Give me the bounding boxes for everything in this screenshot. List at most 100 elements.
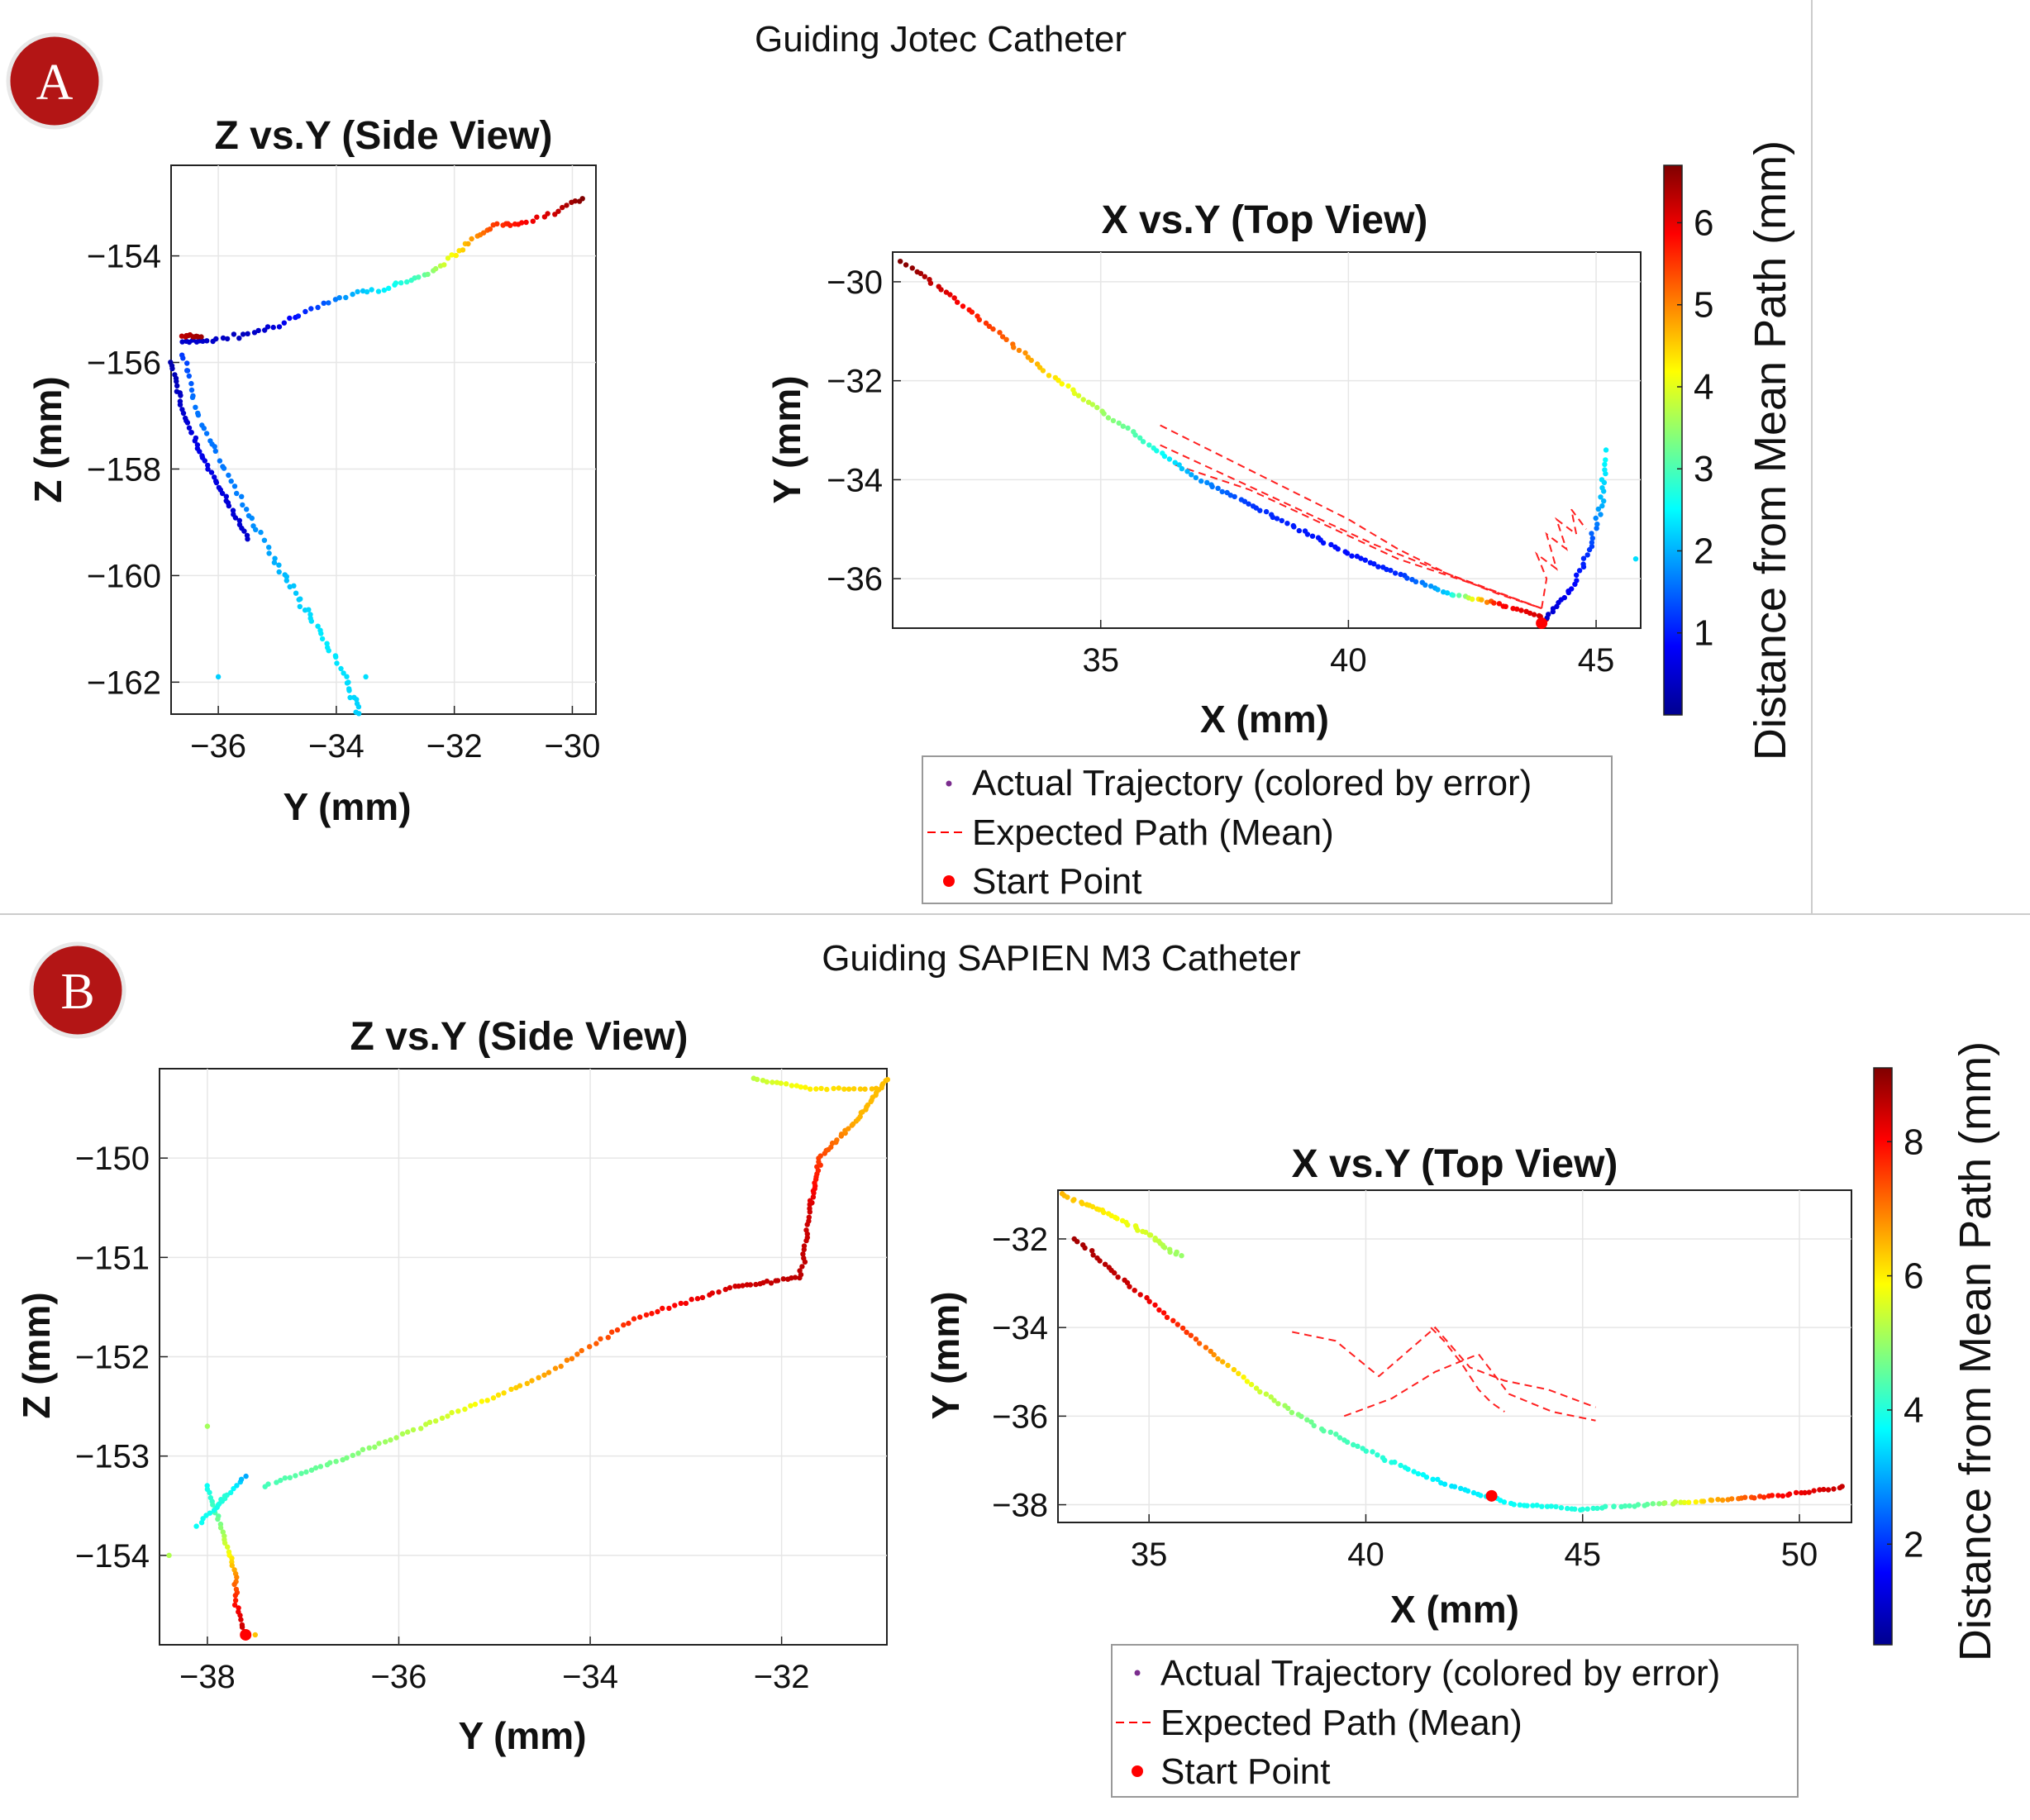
- trajectory-point: [1241, 1375, 1246, 1380]
- trajectory-point: [1271, 1398, 1277, 1403]
- y-tick-label: −154: [75, 1538, 150, 1575]
- badge-a-letter: A: [36, 55, 74, 111]
- y-tick-label: −32: [827, 364, 883, 400]
- trajectory-point: [699, 1294, 706, 1301]
- trajectory-point: [1102, 1261, 1108, 1267]
- actual-trajectory-marker: [1134, 1670, 1141, 1676]
- trajectory-point: [1140, 439, 1146, 445]
- trajectory-point: [1304, 1417, 1310, 1423]
- trajectory-point: [230, 507, 236, 513]
- trajectory-point: [824, 1086, 830, 1093]
- trajectory-point: [261, 537, 268, 543]
- trajectory-point: [180, 355, 186, 361]
- trajectory-point: [955, 299, 960, 305]
- top-view-plot-b: 35 40 45 50 −32−34−36−38 X vs.Y (Top View) …: [924, 1142, 1852, 1631]
- trajectory-point: [808, 1086, 813, 1092]
- trajectory-point: [798, 1084, 804, 1090]
- trajectory-point: [1708, 1498, 1715, 1503]
- expected-path-line: [1534, 508, 1587, 609]
- trajectory-point: [740, 1283, 746, 1289]
- trajectory-point: [1161, 1245, 1168, 1251]
- colorbar-tick-label: 5: [1694, 285, 1713, 326]
- trajectory-point: [236, 517, 242, 523]
- legend-expected: Expected Path (Mean): [1160, 1703, 1522, 1743]
- x-tick-labels: −36 −34 −32 −30: [190, 728, 600, 765]
- plot-title: X vs.Y (Top View): [1292, 1142, 1618, 1186]
- trajectory-point: [1152, 1302, 1158, 1308]
- plot-area: [170, 164, 597, 715]
- trajectory-point: [344, 674, 350, 679]
- trajectory-point: [228, 1489, 234, 1496]
- y-tick-label: −150: [75, 1141, 150, 1177]
- trajectory-point: [315, 623, 321, 629]
- x-tick-label: 45: [1578, 642, 1615, 679]
- trajectory-point: [501, 1390, 507, 1396]
- trajectory-point: [298, 596, 303, 602]
- trajectory-point: [517, 1383, 523, 1389]
- trajectory-point: [1392, 1459, 1398, 1465]
- trajectory-point: [231, 1602, 238, 1608]
- trajectory-point: [276, 324, 283, 330]
- trajectory-point: [245, 331, 250, 336]
- trajectory-point: [241, 528, 247, 534]
- y-tick-label: −34: [827, 462, 883, 498]
- trajectory-point: [479, 1398, 485, 1404]
- legend-a: Actual Trajectory (colored by error) Exp…: [922, 755, 1613, 904]
- trajectory-point: [555, 208, 561, 214]
- trajectory-point: [678, 1300, 684, 1307]
- trajectory-point: [1422, 582, 1428, 588]
- trajectory-point: [1757, 1494, 1763, 1499]
- trajectory-point: [976, 317, 983, 323]
- trajectory-point: [1146, 442, 1152, 448]
- trajectory-point: [523, 219, 529, 226]
- trajectory-point: [487, 226, 493, 232]
- trajectory-point: [1839, 1484, 1845, 1489]
- trajectory-point: [862, 1086, 868, 1092]
- trajectory-point: [234, 490, 240, 497]
- trajectory-point: [1465, 1488, 1471, 1494]
- trajectory-point: [1398, 1462, 1403, 1469]
- trajectory-point: [251, 330, 258, 336]
- trajectory-point: [239, 1624, 245, 1630]
- plot-title: Z vs.Y (Side View): [350, 1015, 688, 1059]
- trajectory-point: [1094, 404, 1100, 411]
- trajectory-point: [1496, 601, 1503, 607]
- trajectory-point: [558, 1363, 564, 1370]
- trajectory-point: [807, 1198, 813, 1203]
- trajectory-point: [508, 222, 513, 228]
- trajectory-point: [355, 288, 360, 295]
- trajectory-point: [205, 462, 211, 469]
- trajectory-point: [873, 1085, 879, 1092]
- trajectory-point: [1530, 1503, 1536, 1508]
- trajectory-point: [1040, 368, 1046, 374]
- trajectory-point: [1693, 1499, 1699, 1505]
- start-point-marker: [943, 875, 955, 887]
- trajectory-point: [1328, 541, 1334, 548]
- trajectory-point: [495, 1392, 502, 1398]
- trajectory-point: [1780, 1493, 1786, 1499]
- trajectory-point: [245, 536, 250, 542]
- trajectory-point: [846, 1086, 852, 1092]
- trajectory-point: [1320, 540, 1327, 546]
- trajectory-points: [166, 1075, 891, 1641]
- trajectory-point: [255, 327, 261, 334]
- trajectory-point: [393, 280, 399, 286]
- trajectory-point: [1435, 1476, 1441, 1483]
- trajectory-point: [986, 323, 993, 329]
- trajectory-point: [1544, 1503, 1551, 1509]
- trajectory-point: [841, 1086, 847, 1092]
- trajectory-point: [494, 221, 500, 226]
- y-axis-label: Y (mm): [924, 1291, 967, 1419]
- trajectory-point: [308, 1467, 315, 1473]
- trajectory-point: [418, 1426, 424, 1432]
- x-tick-label: −38: [179, 1659, 236, 1695]
- trajectory-point: [195, 412, 202, 418]
- trajectory-point: [303, 308, 308, 315]
- trajectory-point: [1167, 1249, 1173, 1255]
- trajectory-point: [716, 1289, 722, 1295]
- trajectory-point: [803, 1084, 808, 1090]
- trajectory-point: [1355, 1443, 1360, 1450]
- trajectory-point: [297, 603, 303, 610]
- trajectory-point: [1478, 1493, 1484, 1498]
- trajectory-point: [1241, 498, 1248, 504]
